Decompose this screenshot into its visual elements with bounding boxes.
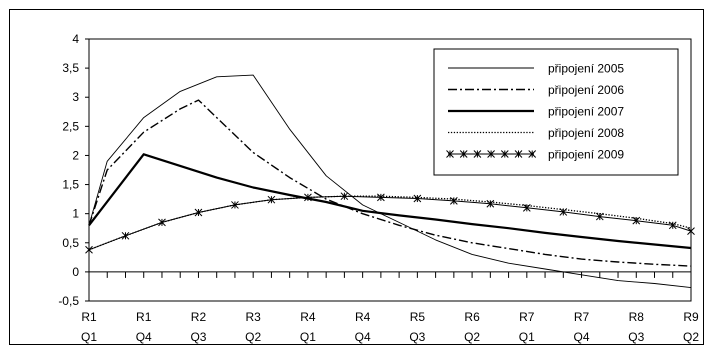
x-tick-label-quarter: Q3 <box>190 330 206 344</box>
x-tick-label-year: R2 <box>191 310 207 324</box>
y-tick-label: -0,5 <box>58 294 79 308</box>
x-tick-label-quarter: Q1 <box>81 330 97 344</box>
y-tick-label: 3 <box>72 90 79 104</box>
x-tick-label-year: R5 <box>410 310 426 324</box>
y-tick-label: 1 <box>72 207 79 221</box>
x-tick-label-year: R3 <box>246 310 262 324</box>
x-tick-label-year: R7 <box>574 310 590 324</box>
y-tick-label: 0,5 <box>62 236 79 250</box>
series-marker-5 <box>86 246 93 253</box>
chart-frame: 4 3,5 3 2,5 2 1,5 1 0,5 0 -0,5 R1 Q1 R1 Q4 R2 Q3 R3 Q2 R4 Q… <box>9 9 704 345</box>
legend-label-2: připojení 2006 <box>548 83 624 97</box>
x-tick-label-quarter: Q2 <box>245 330 261 344</box>
y-tick-label: 4 <box>72 32 79 46</box>
x-tick-label-year: R1 <box>81 310 97 324</box>
line-chart: 43,532,521,510,50-0,5R1Q1R1Q4R2Q3R3Q2R4Q… <box>10 10 703 344</box>
series-marker-5 <box>122 232 129 239</box>
x-tick-label-quarter: Q4 <box>355 330 371 344</box>
y-tick-label: 3,5 <box>62 61 79 75</box>
y-tick-label: 1,5 <box>62 178 79 192</box>
x-tick-label-quarter: Q4 <box>136 330 152 344</box>
x-tick-label-quarter: Q4 <box>574 330 590 344</box>
x-tick-label-year: R9 <box>683 310 699 324</box>
y-tick-label: 2,5 <box>62 119 79 133</box>
y-tick-label: 0 <box>72 265 79 279</box>
x-tick-label-year: R6 <box>464 310 480 324</box>
x-tick-label-year: R4 <box>300 310 316 324</box>
legend-label-4: připojení 2008 <box>548 126 624 140</box>
x-tick-label-quarter: Q2 <box>683 330 699 344</box>
legend-label-5: připojení 2009 <box>548 148 624 162</box>
series-marker-5 <box>688 228 695 235</box>
x-tick-label-year: R7 <box>519 310 535 324</box>
x-tick-label-quarter: Q2 <box>464 330 480 344</box>
x-tick-label-quarter: Q3 <box>409 330 425 344</box>
y-tick-label: 2 <box>72 148 79 162</box>
series-marker-5 <box>158 219 165 226</box>
x-tick-label-year: R4 <box>355 310 371 324</box>
x-tick-label-year: R8 <box>629 310 645 324</box>
x-tick-label-quarter: Q3 <box>628 330 644 344</box>
legend-label-3: připojení 2007 <box>548 105 624 119</box>
x-tick-label-quarter: Q1 <box>519 330 535 344</box>
x-tick-label-quarter: Q1 <box>300 330 316 344</box>
x-tick-label-year: R1 <box>136 310 152 324</box>
legend-label-1: připojení 2005 <box>548 62 624 76</box>
